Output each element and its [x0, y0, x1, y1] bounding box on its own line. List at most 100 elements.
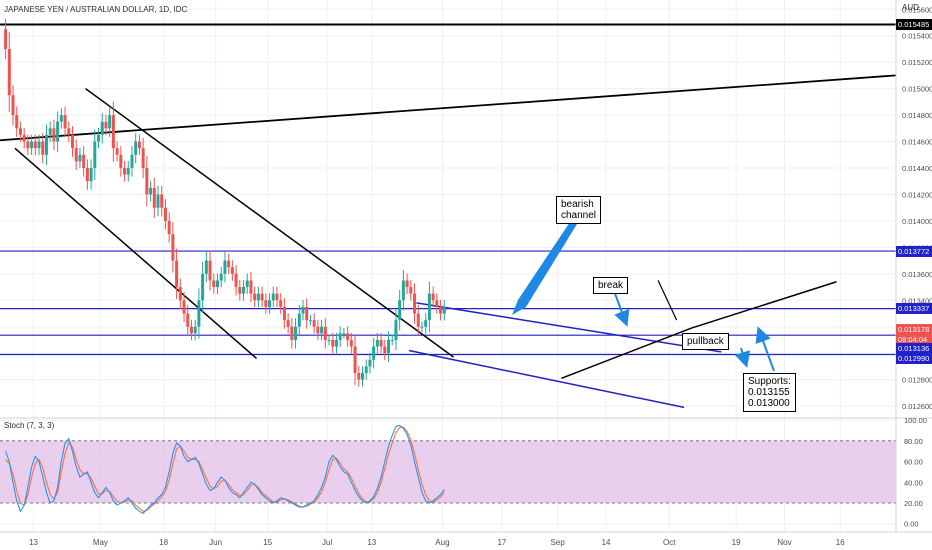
- candle-body: [331, 339, 335, 347]
- candle-body: [349, 339, 353, 347]
- candle-body: [416, 313, 420, 327]
- candle-body: [52, 128, 56, 142]
- pullback-line: [657, 280, 678, 321]
- candle-body: [100, 121, 104, 135]
- chart-title: JAPANESE YEN / AUSTRALIAN DOLLAR, 1D, ID…: [4, 5, 188, 14]
- stoch-title: Stoch (7, 3, 3): [4, 421, 55, 430]
- price-tick-label: 0.013600: [902, 270, 932, 279]
- candle-body: [219, 273, 223, 281]
- channel-line-lower: [14, 147, 258, 360]
- candle-body: [111, 115, 115, 149]
- candle-body: [323, 326, 327, 340]
- price-tag: 0.013136: [896, 342, 932, 354]
- candle-body: [401, 280, 405, 301]
- candle-body: [279, 300, 283, 307]
- annotation-bearish-channel: bearish channel: [556, 196, 602, 224]
- bearish-channel-arrow: [512, 219, 577, 315]
- candle-body: [11, 95, 15, 116]
- candle-body: [78, 154, 82, 162]
- blue-channel-upper: [416, 302, 722, 353]
- stoch-band-fill: [0, 440, 896, 503]
- long-resistance-line: [0, 74, 897, 142]
- candle-body: [193, 326, 197, 334]
- candle-body: [163, 207, 167, 221]
- candle-body: [387, 339, 391, 354]
- candle-body: [327, 339, 331, 341]
- candle-body: [212, 280, 216, 288]
- candle-body: [67, 128, 71, 135]
- candle-body: [275, 293, 279, 301]
- price-tick-label: 0.015600: [902, 5, 932, 14]
- candle-body: [439, 306, 443, 314]
- candle-body: [230, 267, 234, 274]
- candle-body: [208, 260, 212, 281]
- currency-label: AUD: [902, 3, 919, 12]
- candle-body: [59, 115, 63, 122]
- supports-arrow: [755, 326, 775, 372]
- candle-body: [413, 293, 417, 314]
- candle-body: [316, 326, 320, 334]
- candle-body: [253, 293, 257, 301]
- candle-body: [82, 154, 86, 168]
- stoch-tick-label: 100.00: [904, 416, 927, 425]
- candle-body: [334, 339, 338, 347]
- candle-body: [63, 115, 67, 129]
- candle-body: [201, 273, 205, 301]
- time-tick-label: 13: [29, 538, 38, 547]
- annotation-arrows: [512, 219, 775, 372]
- candle-body: [435, 300, 439, 307]
- candle-body: [227, 260, 231, 268]
- candle-body: [301, 306, 305, 314]
- annotation-supports: Supports: 0.013155 0.013000: [743, 373, 796, 412]
- price-tag: 0.015485: [896, 18, 932, 30]
- stoch-tick-label: 20.00: [904, 499, 923, 508]
- candle-body: [320, 326, 324, 334]
- candle-body: [44, 134, 48, 155]
- candle-body: [379, 339, 383, 347]
- candle-body: [368, 359, 372, 367]
- time-tick-label: 17: [497, 538, 506, 547]
- candle-body: [264, 300, 268, 307]
- time-tick-label: Jul: [322, 538, 332, 547]
- candle-body: [197, 300, 201, 327]
- price-tick-label: 0.012800: [902, 376, 932, 385]
- price-tag: 0.013178: [896, 324, 932, 336]
- uptrend-line-ext: [691, 281, 837, 329]
- candle-body: [215, 280, 219, 288]
- candle-body: [390, 339, 394, 341]
- stoch-lines: [5, 424, 445, 514]
- candle-body: [256, 293, 260, 301]
- candle-body: [424, 320, 428, 327]
- candle-body: [141, 148, 145, 168]
- candle-body: [360, 373, 364, 380]
- candle-body: [427, 293, 431, 321]
- time-tick-label: 19: [732, 538, 741, 547]
- candle-body: [104, 121, 108, 129]
- candle-body: [85, 167, 89, 182]
- candle-body: [167, 220, 171, 235]
- candle-body: [189, 326, 193, 334]
- time-tick-label: 18: [159, 538, 168, 547]
- candle-body: [260, 293, 264, 301]
- candle-body: [290, 326, 294, 340]
- candle-body: [89, 167, 93, 182]
- price-tag: 0.013772: [896, 245, 932, 257]
- candle-body: [249, 280, 253, 294]
- time-tick-label: 13: [367, 538, 376, 547]
- candle-body: [442, 306, 446, 314]
- price-tick-label: 0.014800: [902, 111, 932, 120]
- candle-body: [48, 128, 52, 135]
- candle-body: [33, 141, 37, 149]
- candle-body: [394, 320, 398, 340]
- candle-body: [375, 339, 379, 347]
- candle-body: [15, 115, 19, 129]
- candle-body: [312, 320, 316, 327]
- uptrend-line: [561, 327, 692, 380]
- candle-body: [186, 313, 190, 327]
- stoch-tick-label: 0.00: [904, 520, 919, 529]
- candle-body: [297, 313, 301, 327]
- break-arrow: [613, 290, 630, 327]
- candle-body: [294, 326, 298, 340]
- price-tick-label: 0.015400: [902, 32, 932, 41]
